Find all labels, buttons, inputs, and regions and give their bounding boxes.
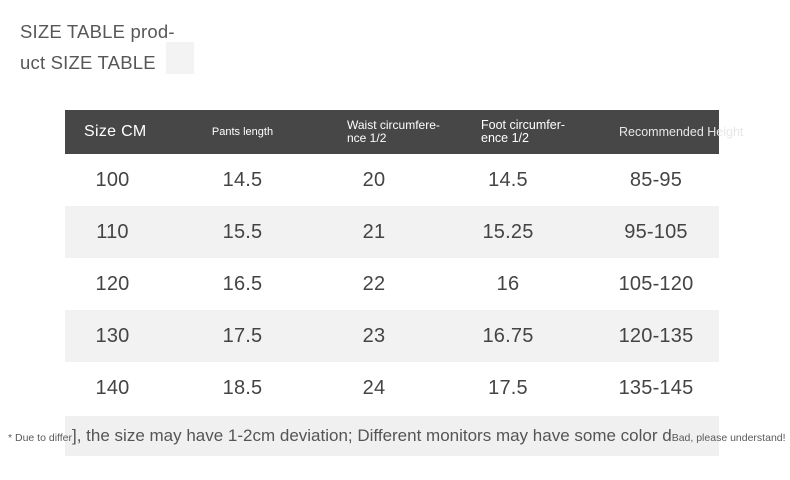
- disclaimer-suffix: Bad, please understand!: [671, 432, 786, 444]
- cell-foot: 16: [496, 272, 520, 295]
- cell-foot: 16.75: [482, 324, 534, 347]
- cell-waist: 21: [362, 220, 386, 243]
- cell-pants: 16.5: [222, 272, 263, 295]
- cell-height: 120-135: [618, 324, 694, 347]
- cell-pants: 17.5: [222, 324, 263, 347]
- cell-waist: 24: [362, 376, 386, 399]
- size-table-header-row: Size CM Pants length Waist circumfere- n…: [65, 110, 744, 154]
- disclaimer-text: * Due to differ], the size may have 1-2c…: [8, 416, 786, 456]
- cell-pants: 15.5: [222, 220, 263, 243]
- faint-remnant-box: [166, 42, 194, 74]
- table-row: 110 15.5 21 15.25 95-105: [65, 206, 719, 258]
- page-title-line-1: SIZE TABLE prod-: [20, 21, 175, 42]
- page-title: SIZE TABLE prod- uct SIZE TABLE: [20, 16, 175, 78]
- size-table: Size CM Pants length Waist circumfere- n…: [65, 110, 744, 414]
- table-row: 100 14.5 20 14.5 85-95: [65, 154, 719, 206]
- column-header-pants-length: Pants length: [211, 126, 274, 138]
- cell-foot: 15.25: [482, 220, 534, 243]
- cell-height: 135-145: [618, 376, 694, 399]
- cell-height: 95-105: [624, 220, 688, 243]
- cell-size: 120: [95, 272, 130, 295]
- cell-waist: 20: [362, 168, 386, 191]
- disclaimer-prefix: * Due to differ: [8, 432, 73, 444]
- cell-waist: 22: [362, 272, 386, 295]
- cell-height: 85-95: [629, 168, 683, 191]
- cell-size: 100: [95, 168, 130, 191]
- column-header-recommended-height: Recommended Height: [619, 125, 744, 139]
- cell-foot: 17.5: [488, 376, 528, 399]
- cell-foot: 14.5: [488, 168, 528, 191]
- cell-size: 110: [96, 220, 129, 243]
- column-header-size-cm: Size CM: [84, 123, 147, 140]
- disclaimer-background: [65, 416, 719, 456]
- table-row: 130 17.5 23 16.75 120-135: [65, 310, 719, 362]
- cell-size: 130: [95, 324, 130, 347]
- cell-size: 140: [95, 376, 130, 399]
- table-row: 120 16.5 22 16 105-120: [65, 258, 719, 310]
- size-table-body: 100 14.5 20 14.5 85-95 110 15.5 21 15.25…: [65, 154, 719, 414]
- cell-pants: 14.5: [222, 168, 263, 191]
- table-row: 140 18.5 24 17.5 135-145: [65, 362, 719, 414]
- page-title-line-2: uct SIZE TABLE: [20, 52, 156, 73]
- column-header-waist-circumference: Waist circumfere- nce 1/2: [347, 118, 440, 145]
- column-header-foot-circumference: Foot circumfer- ence 1/2: [481, 118, 566, 145]
- cell-pants: 18.5: [222, 376, 263, 399]
- cell-height: 105-120: [618, 272, 694, 295]
- disclaimer-main: ], the size may have 1-2cm deviation; Di…: [72, 426, 672, 445]
- cell-waist: 23: [362, 324, 386, 347]
